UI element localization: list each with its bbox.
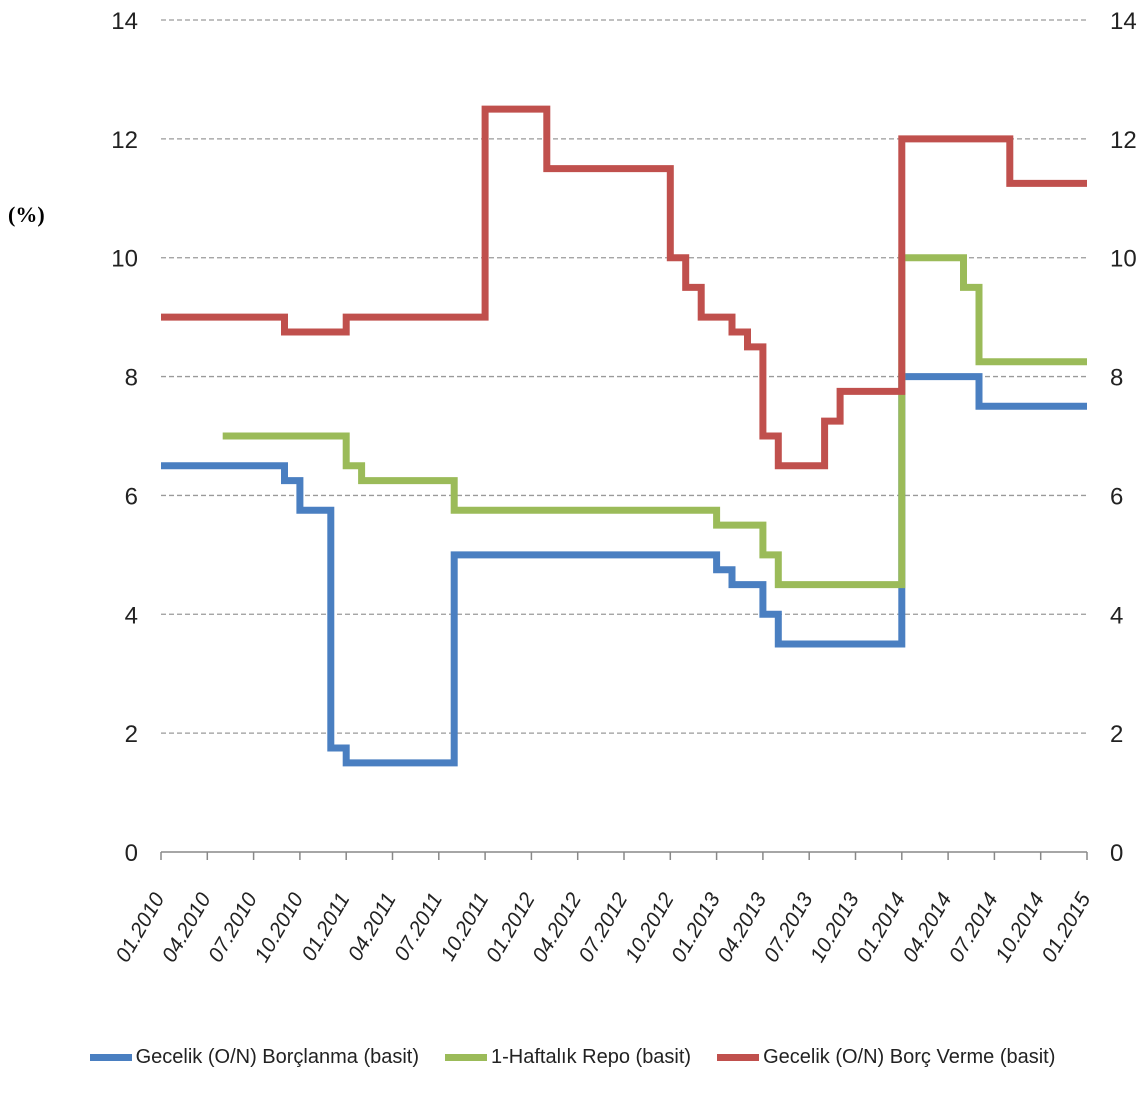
- y-tick-label-right: 10: [1110, 246, 1137, 273]
- y-tick-label-left: 8: [125, 365, 138, 392]
- y-tick-label-right: 4: [1110, 602, 1123, 629]
- series-line-0: [161, 373, 1087, 767]
- y-tick-label-left: 0: [125, 840, 138, 867]
- y-tick-label-left: 2: [125, 721, 138, 748]
- legend-swatch-on-lending: [717, 1054, 760, 1061]
- y-tick-label-right: 0: [1110, 840, 1123, 867]
- legend: Gecelik (O/N) Borçlanma (basit) 1-Haftal…: [0, 1046, 1145, 1069]
- y-tick-label-left: 12: [111, 127, 138, 154]
- series-line-2: [161, 105, 1087, 470]
- y-tick-label-right: 12: [1110, 127, 1137, 154]
- legend-item-on-lending: Gecelik (O/N) Borç Verme (basit): [717, 1046, 1055, 1069]
- y-tick-label-left: 14: [111, 8, 138, 35]
- y-tick-label-right: 8: [1110, 365, 1123, 392]
- series-layer: [161, 105, 1087, 767]
- y-tick-label-left: 4: [125, 602, 138, 629]
- legend-label-on-borrowing: Gecelik (O/N) Borçlanma (basit): [135, 1046, 420, 1068]
- legend-item-on-borrowing: Gecelik (O/N) Borçlanma (basit): [89, 1046, 420, 1069]
- legend-label-on-lending: Gecelik (O/N) Borç Verme (basit): [763, 1046, 1056, 1068]
- legend-label-one-week-repo: 1-Haftalık Repo (basit): [491, 1046, 692, 1068]
- legend-item-one-week-repo: 1-Haftalık Repo (basit): [445, 1046, 691, 1069]
- series-line-1: [222, 254, 1087, 589]
- legend-swatch-on-borrowing: [89, 1054, 132, 1061]
- y-tick-label-left: 6: [125, 483, 138, 510]
- y-tick-label-right: 14: [1110, 8, 1137, 35]
- y-axis-unit-label: (%): [8, 202, 45, 227]
- legend-swatch-one-week-repo: [445, 1054, 488, 1061]
- y-tick-label-left: 10: [111, 246, 138, 273]
- y-tick-label-right: 2: [1110, 721, 1123, 748]
- y-tick-label-right: 6: [1110, 483, 1123, 510]
